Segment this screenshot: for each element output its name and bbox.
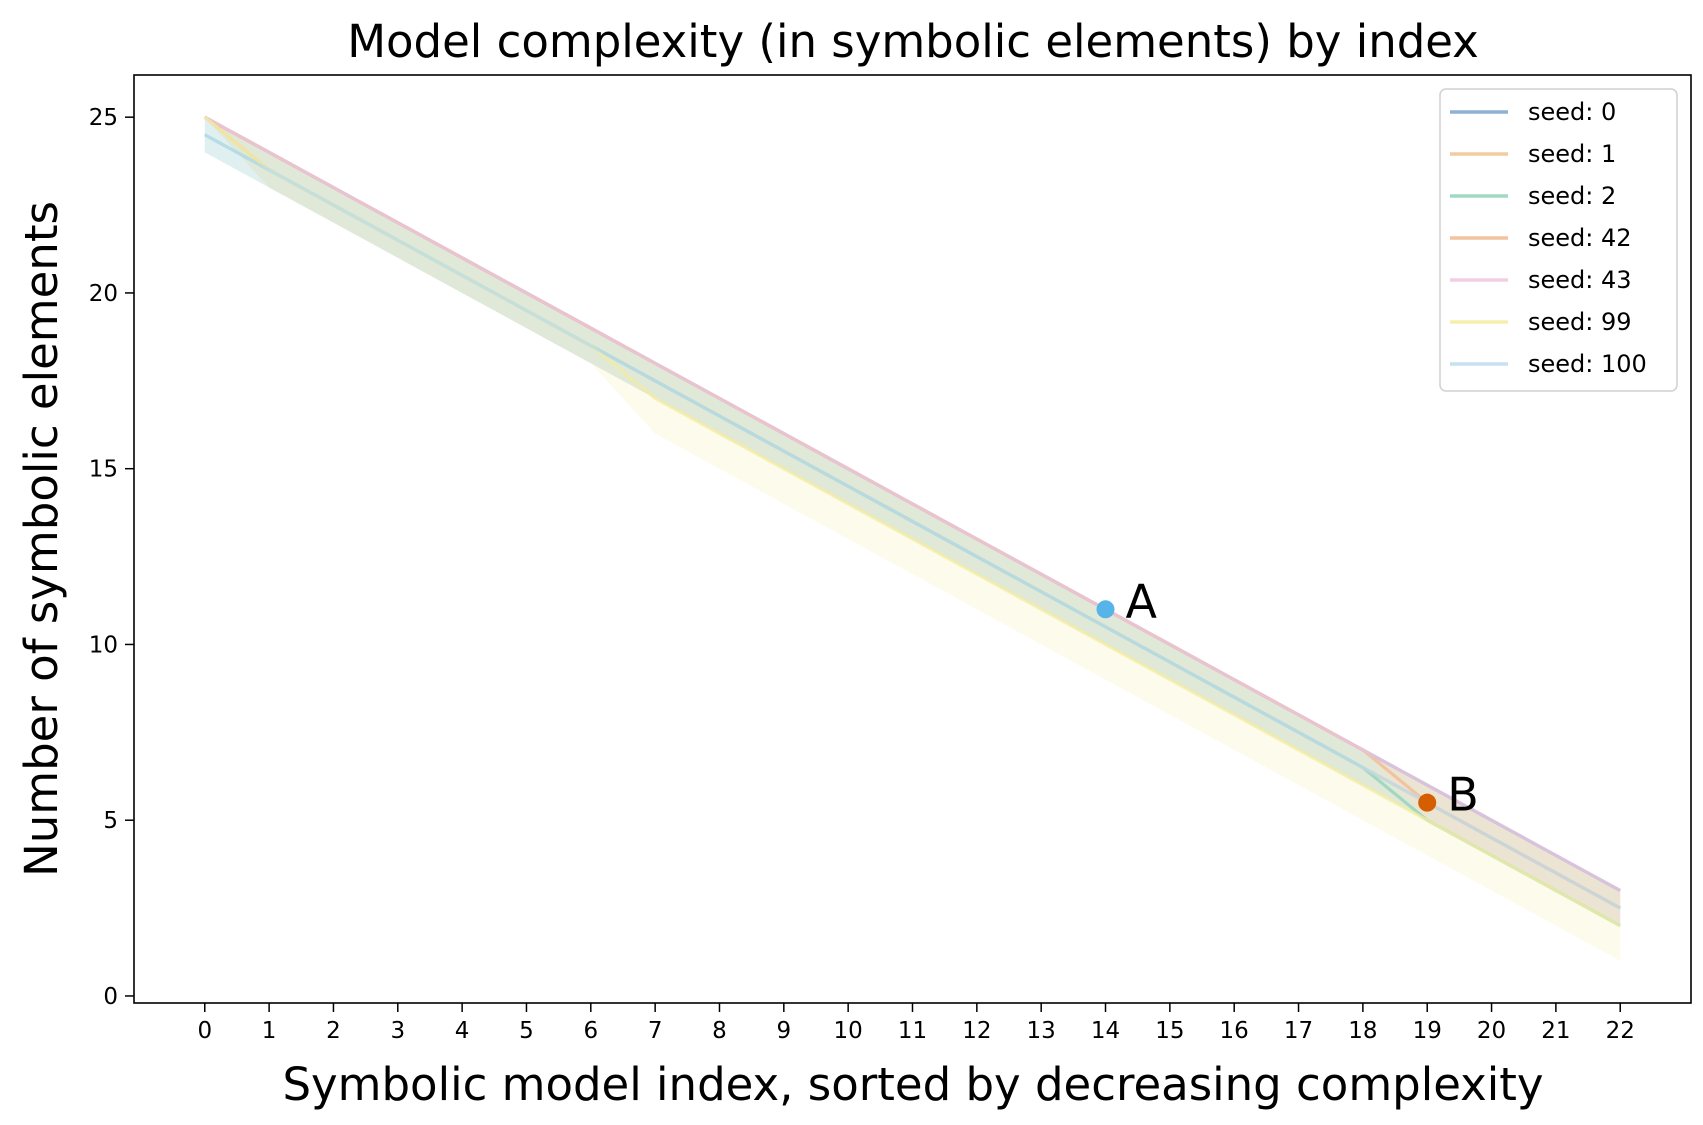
annotation-label-b: B — [1447, 768, 1479, 822]
x-tick-label: 11 — [898, 1018, 927, 1044]
x-axis-label: Symbolic model index, sorted by decreasi… — [282, 1058, 1543, 1111]
legend-label-seed-100: seed: 100 — [1528, 350, 1647, 378]
plot-lines — [203, 115, 1621, 928]
x-tick-label: 4 — [455, 1018, 470, 1044]
x-tick-label: 18 — [1348, 1018, 1377, 1044]
x-tick-label: 22 — [1606, 1018, 1635, 1044]
series-line-seed-100 — [204, 133, 1621, 910]
x-tick-label: 6 — [583, 1018, 598, 1044]
x-tick-label: 9 — [777, 1018, 792, 1044]
x-tick-label: 14 — [1091, 1018, 1120, 1044]
legend-items: seed: 0 seed: 1 seed: 2 seed: 42 seed: 43 see… — [1450, 98, 1647, 378]
annotation-point-b — [1418, 793, 1437, 812]
y-tick-label: 10 — [89, 632, 118, 658]
legend-frame — [1439, 88, 1678, 392]
legend-label-seed-99: seed: 99 — [1528, 308, 1632, 336]
legend-label-seed-43: seed: 43 — [1528, 266, 1632, 294]
x-tick-label: 2 — [326, 1018, 341, 1044]
legend-label-seed-1: seed: 1 — [1528, 140, 1616, 168]
x-tick-label: 19 — [1413, 1018, 1442, 1044]
x-tick-label: 21 — [1541, 1018, 1570, 1044]
series-line-seed-43 — [204, 115, 1621, 892]
legend-label-seed-0: seed: 0 — [1528, 98, 1616, 126]
annotation-point-a — [1096, 600, 1115, 619]
y-tick-label: 20 — [89, 281, 118, 307]
x-tick-label: 15 — [1155, 1018, 1184, 1044]
x-tick-label: 17 — [1284, 1018, 1313, 1044]
x-tick-label: 3 — [390, 1018, 405, 1044]
plot-annotations: AB — [1096, 574, 1479, 822]
x-tick-label: 16 — [1220, 1018, 1249, 1044]
y-tick-label: 0 — [103, 984, 118, 1010]
x-ticks: 0 1 2 3 4 5 6 7 8 9 10 11 12 13 14 15 16 17 18 19 20 21 22 — [197, 1003, 1635, 1044]
legend-label-seed-2: seed: 2 — [1528, 182, 1616, 210]
x-tick-label: 12 — [962, 1018, 991, 1044]
y-tick-label: 15 — [89, 457, 118, 483]
x-tick-label: 0 — [197, 1018, 212, 1044]
x-tick-label: 10 — [834, 1018, 863, 1044]
y-axis-label: Number of symbolic elements — [15, 201, 68, 877]
y-ticks: 0 5 10 15 20 25 — [89, 105, 134, 1010]
x-tick-label: 20 — [1477, 1018, 1506, 1044]
legend-label-seed-42: seed: 42 — [1528, 224, 1632, 252]
y-tick-label: 5 — [103, 808, 118, 834]
x-tick-label: 13 — [1027, 1018, 1056, 1044]
chart-title: Model complexity (in symbolic elements) … — [347, 15, 1479, 68]
legend: seed: 0 seed: 1 seed: 2 seed: 42 seed: 43 see… — [1439, 88, 1678, 392]
x-tick-label: 7 — [648, 1018, 663, 1044]
y-tick-label: 25 — [89, 105, 118, 131]
band-seed-42 — [204, 117, 1621, 926]
x-tick-label: 1 — [262, 1018, 277, 1044]
annotation-label-a: A — [1126, 574, 1158, 628]
x-tick-label: 5 — [519, 1018, 534, 1044]
x-tick-label: 8 — [712, 1018, 727, 1044]
